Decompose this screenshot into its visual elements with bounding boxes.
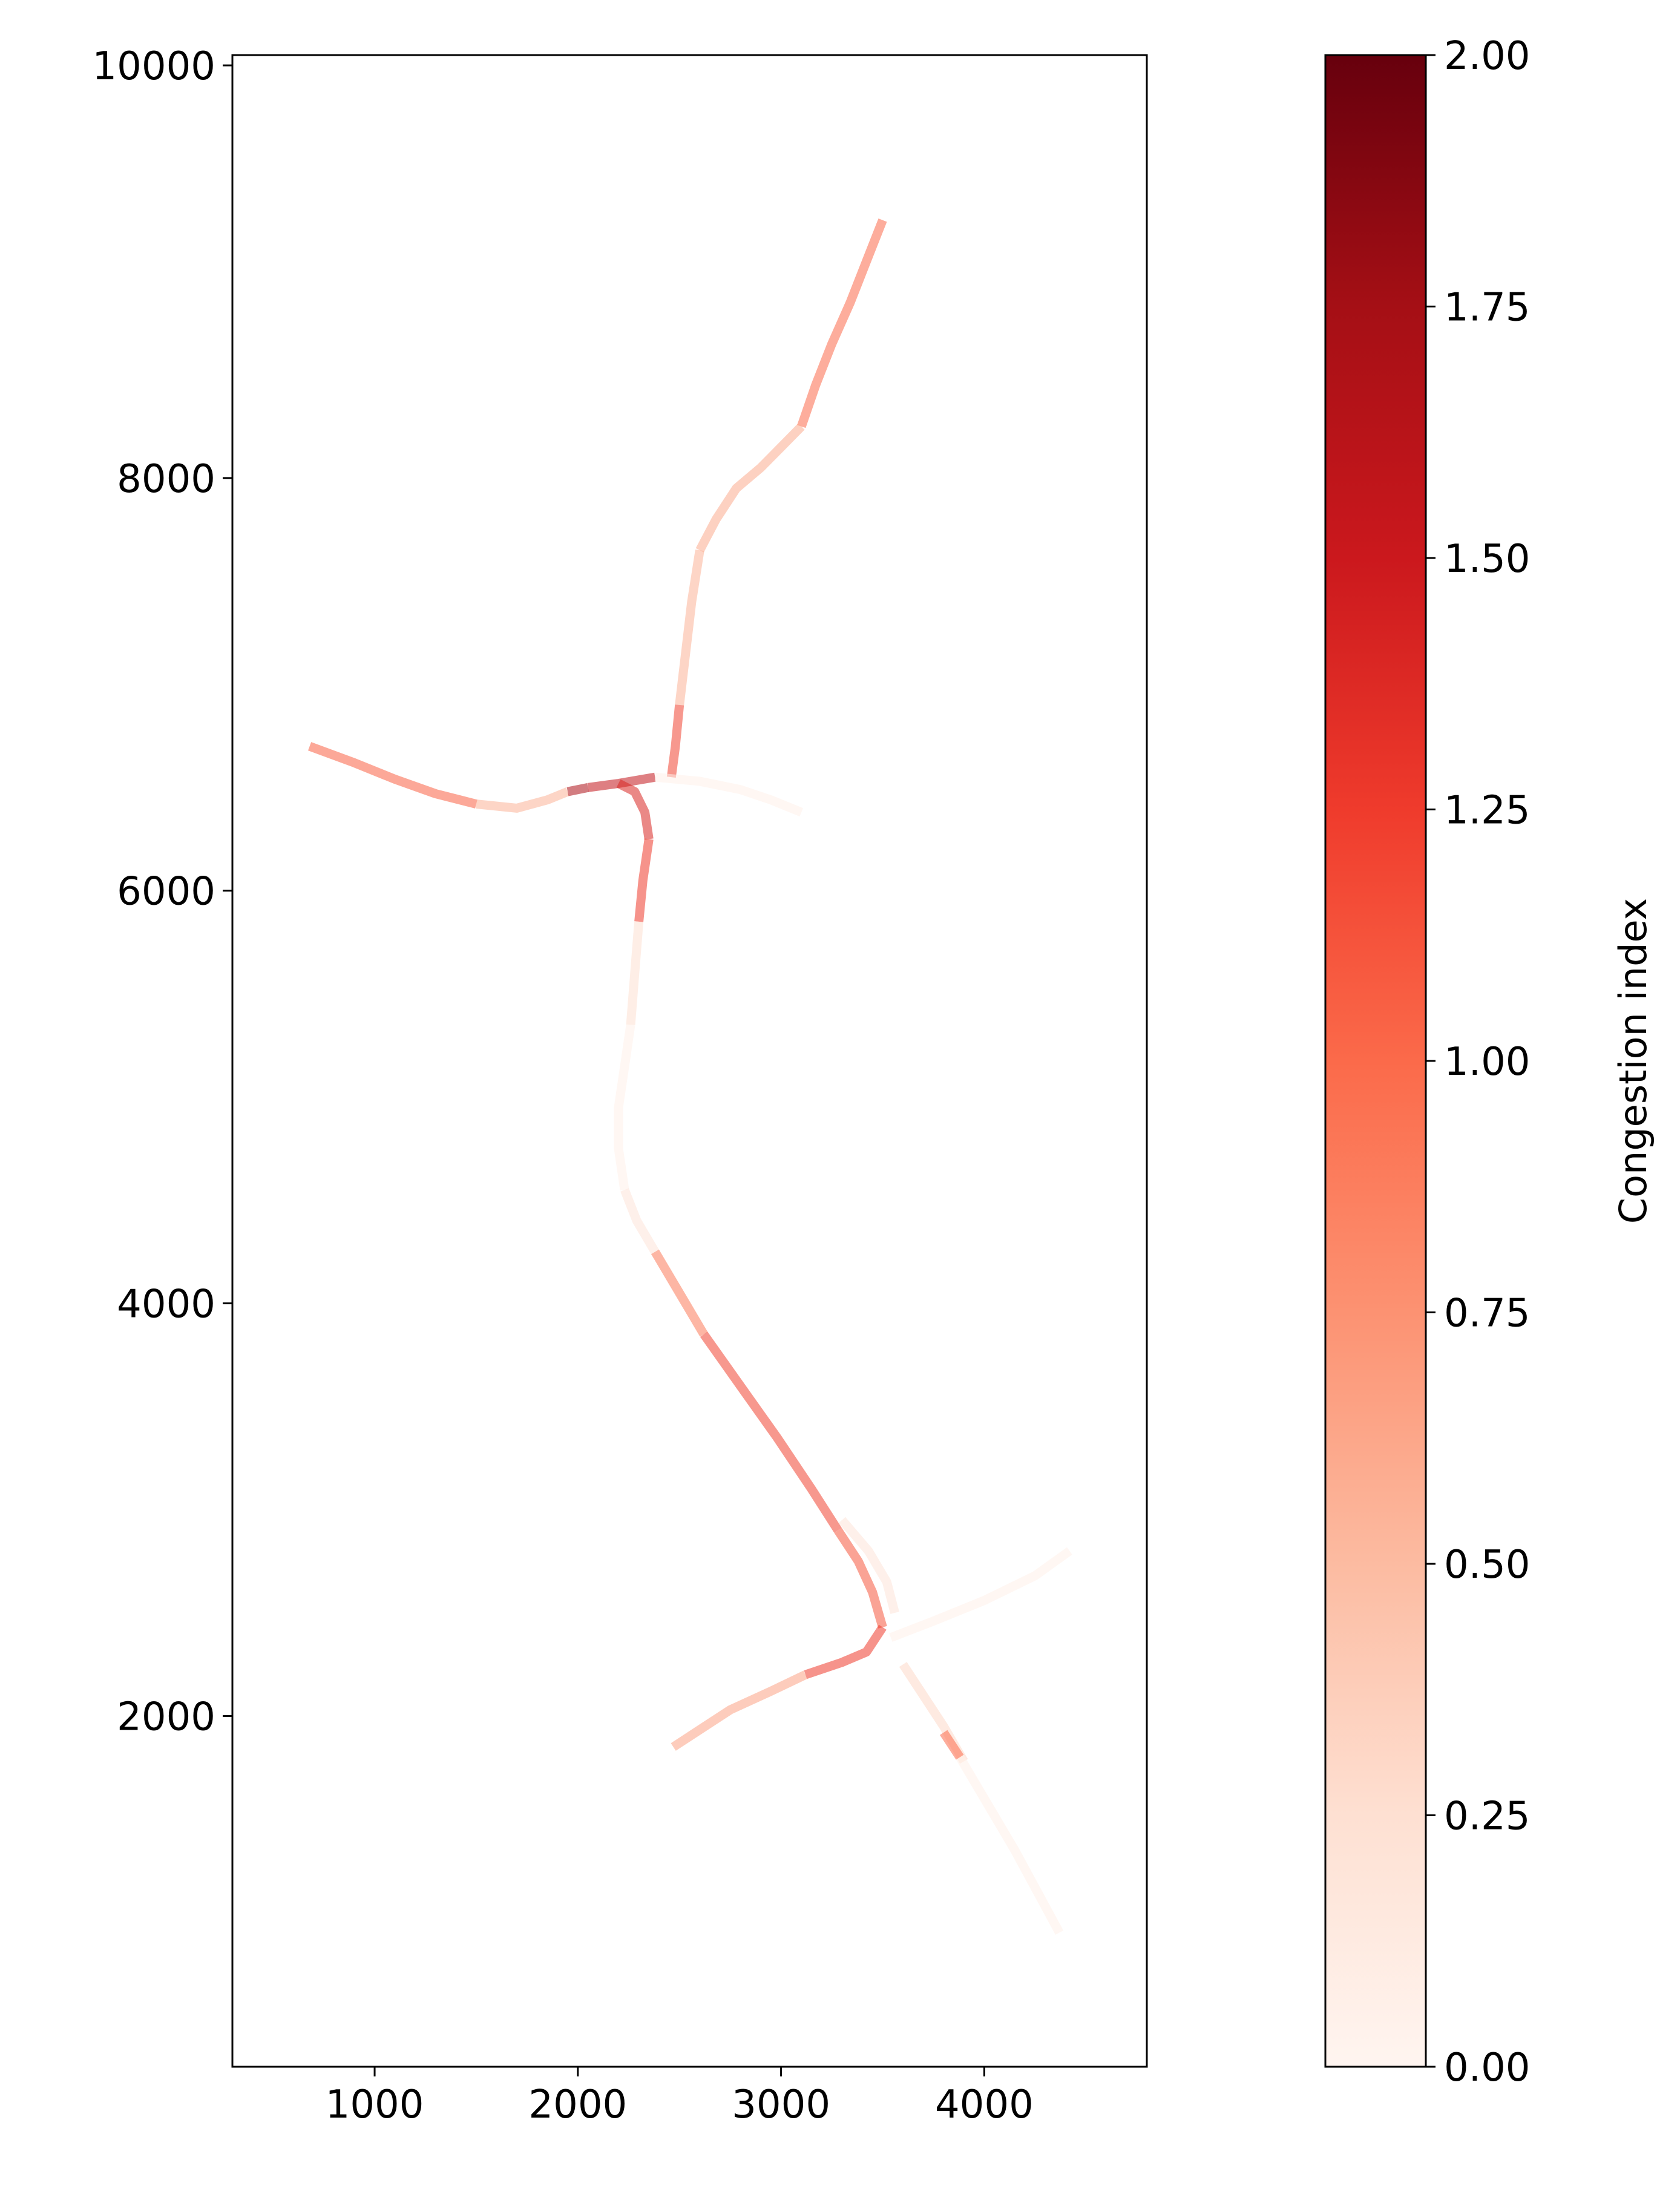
colorbar-tick-label: 2.00: [1444, 34, 1531, 79]
y-tick-label: 10000: [92, 44, 215, 89]
road-segment-16: [700, 1331, 842, 1533]
colorbar-tick-label: 0.75: [1444, 1291, 1531, 1336]
y-tick-label: 8000: [117, 457, 215, 502]
road-segment-23: [939, 1730, 964, 1760]
colorbar-tick-label: 1.25: [1444, 789, 1531, 833]
road-segment-11: [634, 838, 654, 922]
road-segment-19: [804, 1624, 887, 1679]
road-segment-5: [308, 742, 477, 809]
colorbar-label: Congestion index: [1611, 898, 1655, 1224]
colorbar-tick-label: 1.50: [1444, 537, 1531, 582]
plot-frame: [231, 54, 1148, 2068]
road-segment-3: [675, 550, 704, 706]
road-segment-24: [956, 1754, 1064, 1935]
road-segment-14: [620, 1188, 659, 1255]
road-segment-9: [654, 772, 804, 817]
y-tick-label: 4000: [117, 1282, 215, 1327]
colorbar-tick-label: 1.00: [1444, 1040, 1531, 1085]
colorbar-ticks: 0.00 0.25 0.50 0.75 1.00 1.25 1.50 1.75 2.00: [1426, 34, 1531, 2090]
plot-area: 1000 2000 3000 4000 2000 4000 6000 8000 10000: [92, 44, 1148, 2127]
road-segment-12: [626, 921, 644, 1025]
y-tick-label: 2000: [117, 1695, 215, 1739]
road-segment-21: [889, 1547, 1072, 1642]
x-tick-label: 2000: [528, 2082, 627, 2127]
y-axis: 2000 4000 6000 8000 10000: [92, 44, 232, 1739]
x-tick-label: 3000: [732, 2082, 830, 2127]
road-segment-6: [476, 787, 569, 813]
road-segment-17: [834, 1528, 887, 1629]
road-segments: [308, 218, 1072, 1935]
road-segment-4: [666, 704, 684, 778]
road-segment-10: [616, 779, 654, 840]
colorbar-tick-label: 0.50: [1444, 1543, 1531, 1587]
road-segment-15: [651, 1249, 708, 1337]
colorbar-tick-label: 0.25: [1444, 1794, 1531, 1839]
road-segment-7: [566, 783, 589, 796]
plot-background: [232, 55, 1147, 2067]
colorbar-gradient: [1325, 55, 1426, 2067]
road-segment-1: [797, 218, 887, 428]
road-segment-18: [838, 1517, 899, 1614]
x-tick-label: 1000: [326, 2082, 424, 2127]
x-tick-label: 4000: [935, 2082, 1034, 2127]
road-segment-2: [695, 423, 805, 553]
road-segment-20: [671, 1670, 808, 1751]
road-segment-13: [614, 1024, 635, 1191]
colorbar: 0.00 0.25 0.50 0.75 1.00 1.25 1.50 1.75 2.00 Con…: [1324, 34, 1655, 2090]
x-axis: 1000 2000 3000 4000: [326, 2067, 1034, 2127]
colorbar-tick-label: 0.00: [1444, 2046, 1531, 2090]
y-tick-label: 6000: [117, 870, 215, 914]
colorbar-tick-label: 1.75: [1444, 286, 1531, 330]
